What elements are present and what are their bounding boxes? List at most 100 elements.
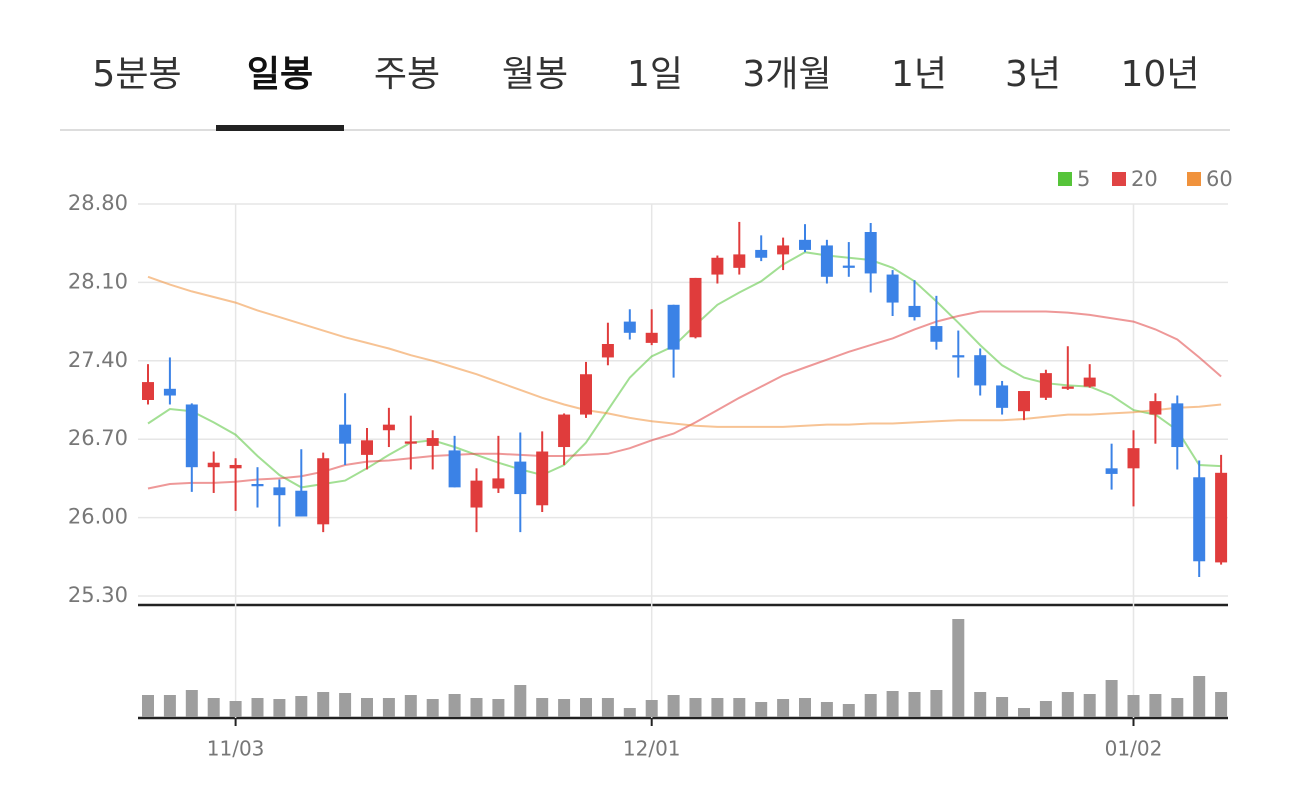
volume-bar: [142, 695, 154, 717]
tab[interactable]: 3개월: [742, 54, 831, 95]
x-tick-label: 01/02: [1105, 737, 1163, 761]
volume-bar: [1127, 695, 1140, 717]
volume-bar: [711, 698, 724, 717]
x-tick-label: 12/01: [623, 737, 681, 761]
volume-bar: [580, 698, 592, 717]
volume-bar: [1149, 694, 1162, 717]
candle-body: [645, 332, 658, 343]
candle-body: [382, 424, 395, 431]
volume-bar: [777, 699, 790, 717]
volume-bar: [689, 698, 702, 717]
y-tick-label: 25.30: [68, 583, 128, 607]
volume-bar: [623, 708, 636, 717]
volume-bar: [361, 698, 373, 717]
tab[interactable]: 10년: [1121, 54, 1200, 95]
candle-body: [755, 249, 768, 258]
candle-body: [361, 440, 373, 455]
volume-bar: [996, 697, 1009, 717]
candle-body: [470, 480, 483, 508]
candle-body: [492, 478, 505, 489]
candle-body: [1105, 468, 1118, 474]
volume-bar: [1193, 676, 1206, 717]
legend-label: 20: [1131, 167, 1158, 191]
tab-underline: [216, 125, 344, 131]
volume-bar: [492, 699, 505, 717]
volume-bar: [930, 690, 943, 717]
candle-body: [317, 458, 330, 525]
candle-body: [273, 487, 286, 496]
candle-body: [448, 450, 461, 488]
volume-bar: [426, 699, 439, 717]
volume-bar: [1039, 701, 1052, 717]
candle-body: [777, 245, 790, 255]
legend-label: 60: [1206, 167, 1233, 191]
volume-bar: [207, 698, 220, 717]
candle-body: [536, 451, 549, 506]
candle-body: [930, 326, 943, 342]
volume-bar: [1061, 692, 1074, 717]
volume-bar: [448, 694, 461, 717]
candle-body: [623, 321, 636, 333]
candle-body: [580, 374, 592, 415]
volume-bar: [229, 701, 242, 717]
volume-bar: [799, 698, 811, 717]
candle-body: [1039, 373, 1052, 398]
volume-bar: [974, 692, 987, 717]
y-tick-label: 26.70: [68, 426, 128, 450]
volume-bar: [1083, 694, 1096, 717]
volume-bar: [273, 699, 286, 717]
volume-bar: [820, 702, 833, 717]
volume-bar: [514, 685, 527, 717]
y-tick-label: 28.80: [68, 191, 128, 215]
tab[interactable]: 5분봉: [92, 54, 181, 95]
volume-bar: [1215, 692, 1228, 717]
candle-body: [1215, 472, 1228, 563]
y-tick-label: 28.10: [68, 269, 128, 293]
candle-body: [689, 277, 702, 338]
candle-body: [339, 424, 352, 444]
tab[interactable]: 1년: [891, 54, 947, 95]
volume-bar: [645, 700, 658, 717]
moving-average-line: [147, 310, 1222, 490]
volume-bar: [601, 698, 614, 717]
candle-body: [952, 355, 965, 358]
candle-body: [295, 490, 308, 517]
volume-bar: [842, 704, 855, 717]
volume-bar: [317, 692, 330, 717]
candle-body: [1193, 477, 1206, 562]
candle-body: [404, 441, 417, 444]
volume-bar: [470, 698, 483, 717]
candle-body: [842, 265, 855, 268]
tab[interactable]: 월봉: [502, 54, 568, 95]
volume-bar: [1171, 698, 1184, 717]
candle-body: [820, 245, 833, 277]
volume-bar: [733, 698, 746, 717]
volume-bar: [1105, 680, 1118, 717]
moving-average-line: [147, 275, 1222, 428]
legend-swatch: [1112, 172, 1126, 186]
tab[interactable]: 주봉: [374, 54, 440, 95]
tab[interactable]: 1일: [627, 54, 683, 95]
legend-label: 5: [1077, 167, 1090, 191]
candle-body: [996, 385, 1009, 408]
candle-body: [207, 462, 220, 468]
tab[interactable]: 일봉: [247, 54, 313, 95]
y-tick-label: 26.00: [68, 505, 128, 529]
volume-bar: [185, 690, 198, 717]
volume-bar: [382, 698, 395, 717]
tab[interactable]: 3년: [1005, 54, 1061, 95]
volume-bar: [339, 693, 352, 717]
candle-body: [163, 388, 176, 396]
volume-bar: [908, 692, 921, 717]
candle-body: [558, 414, 571, 448]
candle-body: [974, 355, 987, 386]
x-tick-label: 11/03: [207, 737, 265, 761]
volume-bar: [1018, 708, 1030, 717]
candle-body: [711, 257, 724, 275]
candle-body: [229, 464, 242, 469]
candle-body: [1171, 403, 1184, 448]
candle-body: [1018, 391, 1030, 412]
candle-body: [1083, 377, 1096, 387]
candle-body: [251, 484, 264, 487]
